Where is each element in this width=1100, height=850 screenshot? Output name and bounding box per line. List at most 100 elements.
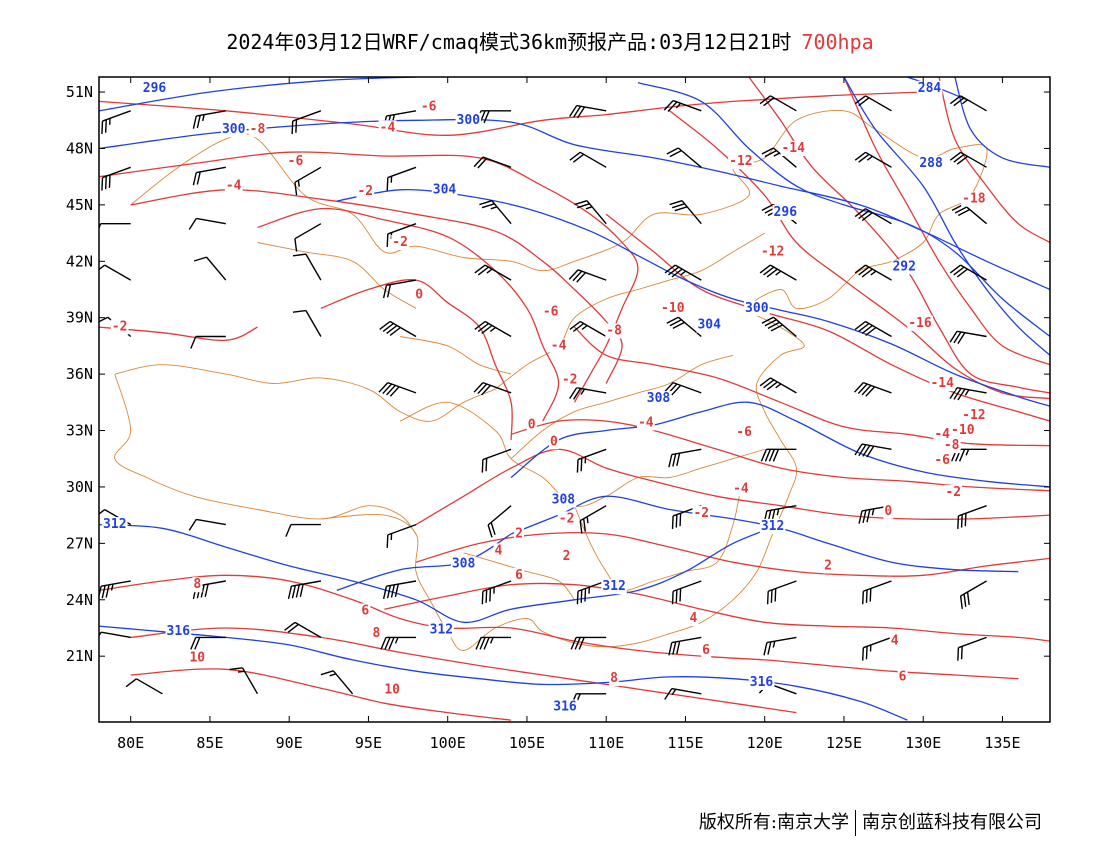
temperature-contour-label-bg	[961, 408, 987, 423]
wind-barb	[125, 678, 163, 695]
wind-barb	[671, 580, 702, 605]
height-contour-label: 312	[602, 579, 625, 594]
temperature-contour-label-bg	[414, 287, 425, 303]
temperature-contour	[99, 151, 639, 403]
temperature-contour-label-bg	[383, 682, 402, 698]
height-contour	[510, 495, 1019, 573]
temperature-contour-label: -2	[357, 184, 373, 199]
wind-barb	[291, 110, 322, 135]
wind-barb	[854, 151, 892, 168]
wind-barb	[285, 523, 321, 537]
temperature-contour-label: 4	[891, 634, 899, 649]
temperature-contour-label-bg	[510, 77, 528, 81]
temperature-contour-label: -8	[250, 122, 266, 137]
temperature-contour-label: -18	[962, 192, 986, 207]
height-contour-label: 316	[553, 700, 577, 715]
temperature-contour-label-bg	[248, 122, 267, 138]
wind-barb	[188, 217, 226, 230]
height-contour	[843, 77, 1050, 356]
height-contour-label: 292	[892, 259, 915, 274]
boundary-line	[114, 364, 496, 422]
wind-barb	[294, 166, 322, 196]
wind-barb	[378, 381, 417, 397]
temperature-contour-label: 0	[528, 417, 536, 432]
temperature-contour	[130, 668, 512, 721]
boundary-layer	[114, 110, 988, 651]
temperature-contour-label-bg	[192, 577, 203, 593]
temperature-contour	[605, 213, 1050, 422]
temperature-contour-label-bg	[735, 424, 754, 440]
wind-barb	[759, 264, 797, 281]
wind-barb	[668, 636, 702, 656]
height-contour-label: 304	[697, 318, 721, 333]
temperature-contour-label: -2	[945, 485, 961, 500]
temperature-contour-label-bg	[907, 315, 933, 331]
temperature-contour-label-bg	[897, 669, 908, 685]
wind-barb	[570, 636, 607, 650]
wind-barb	[99, 631, 131, 644]
contour-label-layer: -6-6-6-4-4 -2-20-8-2 -8-6-4-2-10-12-12-14-…	[102, 77, 987, 715]
temperature-contour-label-bg	[688, 611, 699, 627]
wind-barb	[949, 264, 987, 281]
temperature-contour-label: 4	[689, 611, 697, 626]
temperature-contour-label-bg	[660, 300, 686, 316]
wind-barb	[382, 580, 417, 600]
wind-barb	[190, 636, 226, 650]
temperature-contour-label: 6	[515, 568, 523, 583]
temperature-contour-label-bg	[950, 423, 976, 438]
wind-barb	[481, 448, 512, 473]
temperature-contour-label-bg	[188, 650, 207, 666]
height-contour	[99, 523, 781, 623]
temperature-contour-label: -6	[543, 305, 559, 320]
boundary-line	[574, 486, 742, 592]
boundary-line	[399, 401, 765, 507]
map-frame	[98, 76, 1051, 723]
temperature-contour-label-bg	[732, 481, 750, 497]
wind-barb	[957, 505, 987, 529]
wind-barb	[193, 256, 227, 281]
y-tick-label: 21N	[66, 647, 93, 665]
height-contour-label: 296	[774, 205, 798, 220]
temperature-contour-label: 0	[550, 434, 558, 449]
height-contour-label: 308	[552, 493, 576, 508]
wind-barb	[474, 320, 512, 338]
height-contour-label-bg	[759, 518, 786, 534]
height-contour-label: 300	[457, 113, 481, 128]
temperature-contour-label: -4	[551, 338, 567, 353]
x-tick-label: 80E	[117, 734, 144, 752]
map-layers: -6-6-6-4-4 -2-20-8-2 -8-6-4-2-10-12-12-14-…	[99, 77, 1050, 721]
y-tick-label: 39N	[66, 309, 93, 327]
height-contour-label-bg	[455, 112, 482, 128]
boundary-line	[257, 242, 417, 309]
pressure-level-label: 700hpa	[801, 30, 874, 54]
height-contour-label-bg	[550, 492, 577, 508]
wind-barb	[853, 381, 892, 397]
temperature-contour-label-bg	[883, 503, 894, 519]
wind-barb	[188, 518, 226, 531]
wind-barb	[766, 580, 797, 605]
temperature-contour-label-bg	[609, 671, 620, 687]
temperature-contour	[99, 574, 1019, 680]
height-contour-label-bg	[772, 204, 799, 220]
temperature-contour-label: -6	[288, 154, 304, 169]
credit-right: 南京创蓝科技有限公司	[862, 812, 1042, 833]
wind-barb	[294, 223, 322, 252]
height-contour	[336, 533, 512, 592]
temperature-contour-label-bg	[360, 603, 371, 619]
wind-barb	[949, 330, 987, 345]
y-tick-label: 27N	[66, 534, 93, 552]
temperature-contour-label-bg	[224, 178, 243, 194]
wind-barb	[99, 222, 131, 236]
wind-barb	[663, 99, 702, 112]
wind-barb	[760, 448, 797, 462]
y-tick-label: 36N	[66, 365, 93, 383]
wind-barb	[576, 448, 607, 473]
wind-barb	[473, 156, 512, 169]
temperature-contour-label-bg	[961, 191, 987, 207]
temperature-contour-label-bg	[356, 184, 375, 200]
temperature-contour-label-bg	[286, 154, 305, 170]
boundary-line	[400, 336, 512, 375]
temperature-contour-label-bg	[759, 244, 786, 260]
wind-barb	[380, 636, 416, 650]
wind-barb	[854, 264, 892, 281]
